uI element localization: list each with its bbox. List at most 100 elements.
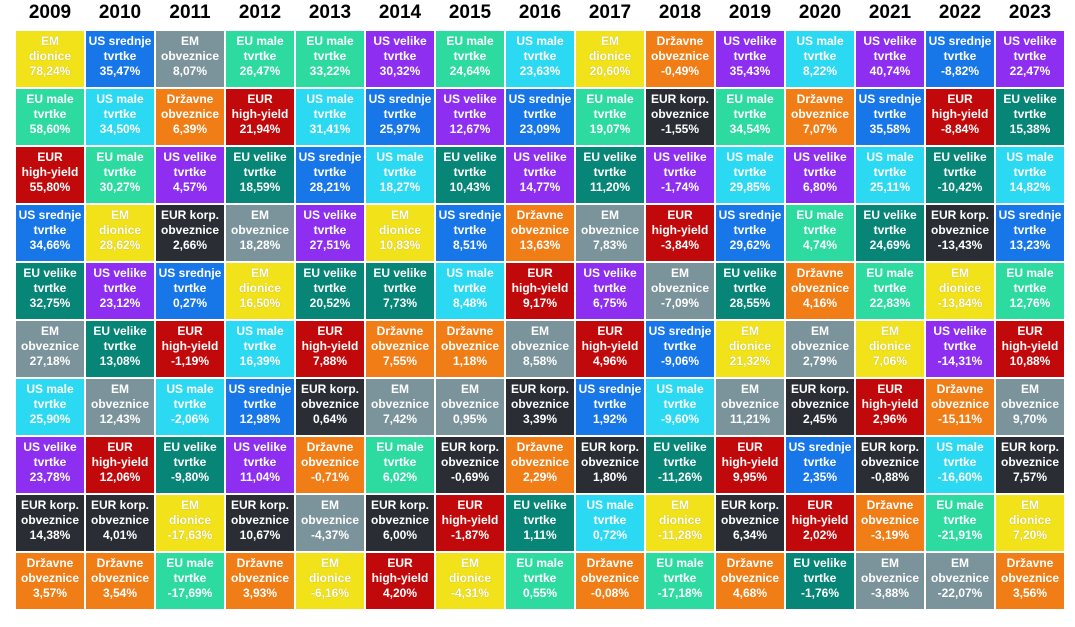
return-value: 23,78%	[29, 470, 71, 484]
asset-class-label: obveznice	[790, 339, 850, 353]
return-cell: EM dionice -17,63%	[156, 495, 224, 551]
asset-class-label: tvrtke	[593, 107, 627, 121]
asset-class-label: EM	[391, 382, 409, 396]
return-cell: US velike tvrtke 12,67%	[436, 89, 504, 145]
return-cell: EU velike tvrtke 32,75%	[16, 263, 84, 319]
asset-class-label: US male	[796, 34, 844, 48]
asset-class-label: tvrtke	[313, 281, 347, 295]
return-value: 8,07%	[172, 64, 208, 78]
asset-class-label: tvrtke	[663, 397, 697, 411]
asset-class-label: Državne	[796, 266, 844, 280]
asset-class-label: dionice	[168, 513, 211, 527]
asset-class-label: EU velike	[443, 150, 497, 164]
asset-class-label: EU male	[236, 34, 284, 48]
return-value: 4,01%	[102, 528, 138, 542]
return-cell: US velike tvrtke -1,74%	[646, 147, 714, 203]
asset-class-label: Državne	[166, 92, 214, 106]
asset-class-label: obveznice	[440, 339, 500, 353]
asset-class-label: tvrtke	[523, 49, 557, 63]
asset-class-label: dionice	[378, 223, 421, 237]
return-value: 3,56%	[1012, 586, 1048, 600]
return-cell: EUR korp. obveznice 3,39%	[506, 379, 574, 435]
return-cell: US velike tvrtke 6,75%	[576, 263, 644, 319]
asset-class-label: US male	[586, 498, 634, 512]
year-header: 2011	[169, 2, 211, 23]
return-value: 18,28%	[239, 238, 281, 252]
asset-class-label: tvrtke	[173, 165, 207, 179]
return-value: -0,88%	[870, 470, 910, 484]
return-value: -10,42%	[937, 180, 983, 194]
asset-class-label: EM	[601, 34, 619, 48]
year-header: 2017	[588, 2, 632, 23]
return-cell: US srednje tvrtke -8,82%	[926, 31, 994, 87]
return-cell: US srednje tvrtke 23,09%	[506, 89, 574, 145]
return-value: -15,11%	[937, 412, 983, 426]
return-value: -1,87%	[450, 528, 490, 542]
return-cell: EU male tvrtke 30,27%	[86, 147, 154, 203]
asset-class-label: dionice	[308, 571, 351, 585]
return-cell: EUR korp. obveznice -13,43%	[926, 205, 994, 261]
return-value: 11,04%	[239, 470, 281, 484]
asset-class-label: tvrtke	[173, 455, 207, 469]
asset-class-label: tvrtke	[1013, 107, 1047, 121]
asset-class-label: obveznice	[860, 455, 920, 469]
asset-class-label: EUR	[947, 92, 973, 106]
asset-class-label: tvrtke	[1013, 281, 1047, 295]
asset-class-label: tvrtke	[803, 49, 837, 63]
return-cell: EM dionice -13,84%	[926, 263, 994, 319]
asset-class-label: tvrtke	[33, 397, 67, 411]
return-value: 18,59%	[239, 180, 281, 194]
asset-class-label: tvrtke	[943, 455, 977, 469]
return-cell: US male tvrtke -9,60%	[646, 379, 714, 435]
asset-class-label: EM	[461, 382, 479, 396]
return-value: -3,84%	[660, 238, 700, 252]
return-value: 0,95%	[452, 412, 488, 426]
asset-class-label: EUR	[457, 498, 483, 512]
return-cell: EUR high-yield 9,17%	[506, 263, 574, 319]
asset-class-label: obveznice	[860, 571, 920, 585]
return-cell: US male tvrtke 25,11%	[856, 147, 924, 203]
asset-class-label: tvrtke	[663, 339, 697, 353]
asset-class-label: US velike	[163, 150, 217, 164]
return-cell: EM dionice 10,83%	[366, 205, 434, 261]
return-cell: EU male tvrtke 6,02%	[366, 437, 434, 493]
asset-class-label: tvrtke	[383, 49, 417, 63]
return-cell: EU velike tvrtke 7,73%	[366, 263, 434, 319]
return-value: 6,39%	[172, 122, 208, 136]
return-cell: Državne obveznice 1,18%	[436, 321, 504, 377]
asset-class-label: EM	[811, 324, 829, 338]
asset-class-label: dionice	[1008, 513, 1051, 527]
asset-class-label: EM	[111, 382, 129, 396]
return-value: 22,83%	[869, 296, 911, 310]
return-cell: EM dionice 16,50%	[226, 263, 294, 319]
asset-class-label: EUR	[247, 92, 273, 106]
asset-class-label: high-yield	[931, 107, 989, 121]
return-cell: US srednje tvrtke 8,51%	[436, 205, 504, 261]
asset-class-label: tvrtke	[523, 513, 557, 527]
return-cell: EUR korp. obveznice -1,55%	[646, 89, 714, 145]
return-value: 12,76%	[1009, 296, 1051, 310]
asset-class-label: EU male	[26, 92, 74, 106]
return-cell: Državne obveznice 13,63%	[506, 205, 574, 261]
return-cell: US male tvrtke 31,41%	[296, 89, 364, 145]
asset-class-label: obveznice	[370, 397, 430, 411]
return-value: 23,12%	[99, 296, 141, 310]
asset-class-label: Državne	[376, 324, 424, 338]
asset-class-label: obveznice	[1000, 397, 1060, 411]
return-cell: US velike tvrtke 4,57%	[156, 147, 224, 203]
return-cell: US male tvrtke 14,82%	[996, 147, 1064, 203]
asset-class-label: EUR korp.	[790, 382, 849, 396]
asset-class-label: EM	[251, 208, 269, 222]
return-cell: EM obveznice 7,42%	[366, 379, 434, 435]
asset-class-label: obveznice	[930, 571, 990, 585]
return-value: -0,08%	[590, 586, 630, 600]
asset-class-label: tvrtke	[943, 339, 977, 353]
return-cell: EU velike tvrtke 13,08%	[86, 321, 154, 377]
asset-class-label: EM	[671, 498, 689, 512]
asset-class-label: tvrtke	[593, 513, 627, 527]
asset-class-label: obveznice	[160, 223, 220, 237]
asset-class-label: EU velike	[23, 266, 77, 280]
return-value: 28,21%	[309, 180, 351, 194]
asset-class-label: obveznice	[20, 339, 80, 353]
